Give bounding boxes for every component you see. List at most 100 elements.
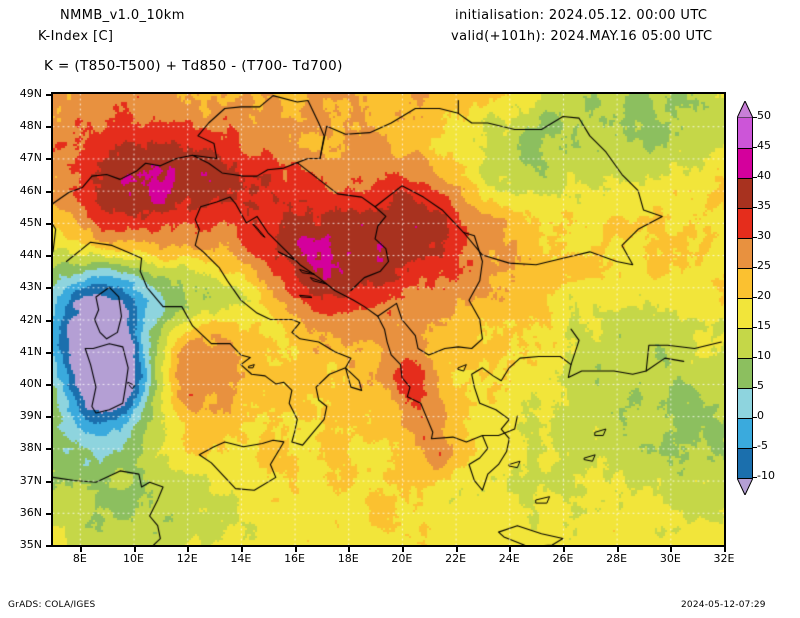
lat-tick-label: 45N: [19, 215, 42, 229]
model-title: NMMB_v1.0_10km: [60, 8, 185, 23]
colorbar-divider: [738, 388, 752, 389]
colorbar-tick-mark: [752, 417, 757, 418]
colorbar-tick-mark: [752, 207, 757, 208]
colorbar-tick-label: 25: [757, 259, 771, 272]
footer-credit: GrADS: COLA/IGES: [8, 600, 96, 610]
lat-tick-label: 40N: [19, 376, 42, 390]
kindex-heatmap-canvas: [53, 94, 724, 545]
lat-tick-mark: [46, 383, 51, 386]
colorbar-tick-label: 5: [757, 379, 764, 392]
colorbar-tick-label: 45: [757, 139, 771, 152]
lon-tick-label: 24E: [498, 552, 520, 565]
lon-tick-mark: [294, 547, 297, 552]
colorbar: [737, 117, 753, 479]
colorbar-tick-mark: [752, 177, 757, 178]
lat-tick-mark: [46, 255, 51, 258]
colorbar-segment: [738, 298, 752, 328]
lat-tick-mark: [46, 480, 51, 483]
lon-tick-mark: [455, 547, 458, 552]
formula-text: K = (T850-T500) + Td850 - (T700- Td700): [44, 58, 343, 74]
lon-tick-label: 16E: [284, 552, 306, 565]
valid-time-text: valid(+101h): 2024.MAY.16 05:00 UTC: [451, 29, 713, 44]
colorbar-segment: [738, 418, 752, 448]
lat-tick-mark: [46, 190, 51, 193]
colorbar-tick-label: 10: [757, 349, 771, 362]
colorbar-tick-label: 20: [757, 289, 771, 302]
map-plot-area: [51, 92, 726, 547]
colorbar-segment: [738, 148, 752, 178]
lat-tick-label: 43N: [19, 280, 42, 294]
variable-title: K-Index [C]: [38, 29, 114, 44]
lat-tick-label: 41N: [19, 344, 42, 358]
lat-tick-mark: [46, 126, 51, 129]
colorbar-divider: [738, 448, 752, 449]
lon-tick-label: 22E: [445, 552, 467, 565]
colorbar-tick-label: -10: [757, 469, 775, 482]
lon-tick-label: 32E: [713, 552, 735, 565]
lon-tick-mark: [133, 547, 136, 552]
colorbar-tick-label: 35: [757, 199, 771, 212]
colorbar-tick-mark: [752, 447, 757, 448]
colorbar-segment: [738, 208, 752, 238]
lat-tick-label: 49N: [19, 87, 42, 100]
lon-tick-label: 30E: [659, 552, 681, 565]
colorbar-segment: [738, 118, 752, 148]
lon-tick-label: 18E: [337, 552, 359, 565]
colorbar-divider: [738, 358, 752, 359]
colorbar-divider: [738, 328, 752, 329]
colorbar-high-cap: [736, 99, 754, 119]
lon-tick-mark: [670, 547, 673, 552]
lon-tick-label: 8E: [72, 552, 87, 565]
colorbar-segment: [738, 268, 752, 298]
lat-tick-label: 37N: [19, 473, 42, 487]
colorbar-segment: [738, 388, 752, 418]
lat-tick-label: 44N: [19, 248, 42, 262]
colorbar-tick-mark: [752, 297, 757, 298]
colorbar-divider: [738, 298, 752, 299]
footer-timestamp: 2024-05-12-07:29: [681, 600, 766, 610]
colorbar-tick-mark: [752, 327, 757, 328]
lat-tick-label: 39N: [19, 409, 42, 423]
colorbar-segment: [738, 178, 752, 208]
lat-tick-mark: [46, 287, 51, 290]
colorbar-tick-mark: [752, 477, 757, 478]
colorbar-segment: [738, 448, 752, 478]
colorbar-tick-label: 15: [757, 319, 771, 332]
lon-tick-label: 28E: [606, 552, 628, 565]
lon-tick-label: 14E: [230, 552, 252, 565]
lat-tick-label: 48N: [19, 119, 42, 133]
colorbar-divider: [738, 268, 752, 269]
colorbar-tick-mark: [752, 147, 757, 148]
lat-tick-label: 38N: [19, 441, 42, 455]
lon-tick-mark: [187, 547, 190, 552]
lon-tick-mark: [616, 547, 619, 552]
colorbar-tick-mark: [752, 237, 757, 238]
lat-tick-label: 47N: [19, 151, 42, 165]
lat-tick-mark: [46, 512, 51, 515]
lat-tick-mark: [46, 319, 51, 322]
colorbar-tick-mark: [752, 117, 757, 118]
colorbar-tick-label: 30: [757, 229, 771, 242]
lon-tick-mark: [509, 547, 512, 552]
colorbar-divider: [738, 418, 752, 419]
lon-tick-mark: [79, 547, 82, 552]
lon-tick-mark: [240, 547, 243, 552]
lon-tick-mark: [724, 547, 726, 552]
initialisation-text: initialisation: 2024.05.12. 00:00 UTC: [455, 8, 708, 23]
lat-tick-mark: [46, 351, 51, 354]
colorbar-tick-label: -5: [757, 439, 768, 452]
colorbar-divider: [738, 178, 752, 179]
colorbar-tick-mark: [752, 267, 757, 268]
lon-tick-mark: [562, 547, 565, 552]
lat-tick-mark: [46, 94, 51, 96]
lon-tick-label: 12E: [176, 552, 198, 565]
lat-tick-mark: [46, 545, 51, 547]
colorbar-tick-mark: [752, 387, 757, 388]
lat-tick-mark: [46, 158, 51, 161]
lat-tick-label: 36N: [19, 505, 42, 519]
lat-tick-mark: [46, 222, 51, 225]
lon-tick-label: 26E: [552, 552, 574, 565]
lon-tick-label: 20E: [391, 552, 413, 565]
lat-tick-mark: [46, 448, 51, 451]
colorbar-tick-label: 40: [757, 169, 771, 182]
